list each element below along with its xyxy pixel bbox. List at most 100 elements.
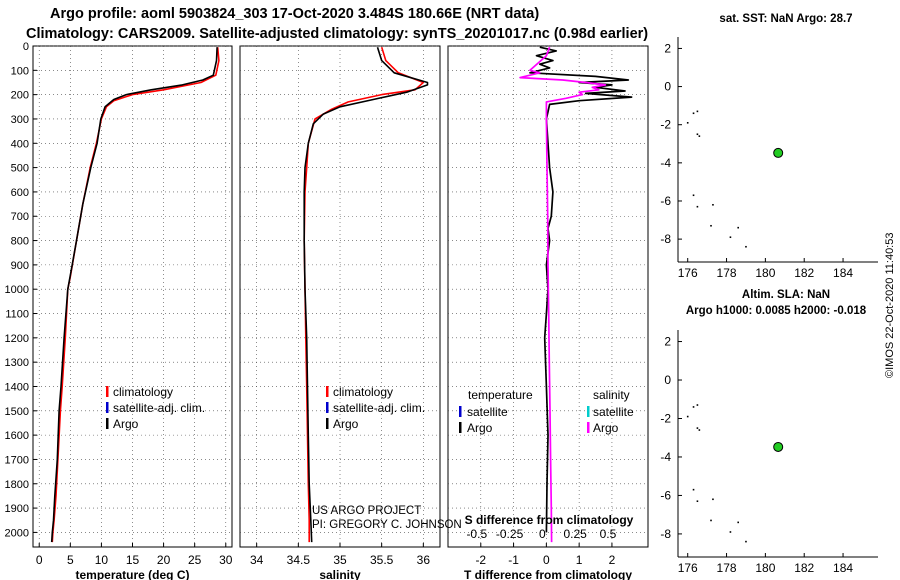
difference-s-tick-label: 0.5	[600, 527, 617, 541]
map-sla-xtick-label: 176	[678, 561, 698, 575]
salinity-xlabel: salinity	[319, 568, 361, 580]
map-sla-xtick-label: 178	[717, 561, 737, 575]
temperature-xtick-label: 10	[95, 553, 109, 567]
map-sst-xtick-label: 184	[833, 266, 853, 280]
salinity-argo-line	[303, 46, 429, 543]
map-sst-history-dot	[710, 224, 712, 227]
map-sst-ytick-label: 0	[664, 80, 671, 94]
depth-tick-label: 600	[11, 187, 29, 199]
map-sst-ytick-label: 2	[664, 41, 671, 55]
difference-legend-s-label: Argo	[593, 421, 619, 435]
map-sst-history-dot	[696, 110, 699, 113]
map-sst-history-dot	[745, 245, 747, 248]
salinity-legend-label: satellite-adj. clim.	[333, 401, 425, 415]
map-sst-history-dot	[696, 133, 699, 136]
temperature-xtick-label: 15	[126, 553, 140, 567]
map-sla-history-dot	[698, 429, 701, 431]
salinity-xtick-label: 35	[333, 553, 347, 567]
salinity-xtick-label: 35.5	[370, 553, 394, 567]
difference-legend-temperature-heading: temperature	[468, 388, 533, 402]
difference-legend-s-swatch	[587, 406, 590, 417]
map-sst-history-dot	[712, 203, 714, 206]
difference-legend-t-label: satellite	[467, 405, 508, 419]
credit-timestamp: ©IMOS 22-Oct-2020 11:40:53	[884, 232, 896, 378]
difference-legend-s-label: satellite	[593, 405, 634, 419]
salinity-xtick-label: 36	[417, 553, 431, 567]
salinity-legend-swatch	[326, 386, 329, 397]
depth-tick-label: 1000	[5, 284, 29, 296]
map-sla-xtick-label: 184	[833, 561, 853, 575]
salinity-climatology-line	[303, 46, 425, 543]
temperature-xtick-label: 30	[219, 553, 233, 567]
map-sst-history-dot	[698, 135, 701, 137]
map-sla-ytick-label: -4	[660, 450, 671, 464]
difference-s-tick-label: -0.5	[466, 527, 487, 541]
depth-tick-label: 2000	[5, 527, 29, 539]
temperature-xlabel: temperature (deg C)	[75, 568, 189, 580]
difference-xtick-label: 1	[576, 553, 583, 567]
depth-tick-label: 1800	[5, 479, 29, 491]
map-sst-ytick-label: -2	[660, 118, 671, 132]
depth-tick-label: 0	[23, 41, 29, 53]
temperature-legend-swatch	[106, 386, 109, 397]
depth-tick-label: 1500	[5, 406, 29, 418]
depth-tick-label: 200	[11, 90, 29, 102]
difference-s-tick-label: 0.25	[563, 527, 587, 541]
temperature-argo-line	[50, 47, 218, 543]
depth-tick-label: 1700	[5, 454, 29, 466]
temperature-legend-label: climatology	[113, 385, 173, 399]
difference-legend-salinity-heading: salinity	[593, 388, 630, 402]
difference-xlabel: T difference from climatology	[464, 568, 632, 580]
temperature-xtick-label: 25	[188, 553, 202, 567]
map-sst-float-marker	[773, 147, 784, 158]
map-sst-xtick-label: 178	[717, 266, 737, 280]
map-sla-history-dot	[737, 521, 739, 524]
difference-xtick-label: 0	[543, 553, 550, 567]
map-sla-history-dot	[686, 415, 689, 418]
map-sla-subtitle: Argo h1000: 0.0085 h2000: -0.018	[686, 305, 867, 317]
map-sst-ytick-label: -4	[660, 156, 671, 170]
depth-tick-label: 1200	[5, 333, 29, 345]
depth-tick-label: 1100	[5, 309, 29, 321]
depth-tick-label: 1300	[5, 357, 29, 369]
map-sst-ytick-label: -6	[660, 194, 671, 208]
difference-s-axis-label: S difference from climatology	[465, 513, 634, 527]
salinity-difference-line	[519, 46, 607, 543]
depth-tick-label: 400	[11, 138, 29, 150]
temperature-legend-swatch	[106, 418, 109, 429]
depth-tick-label: 1600	[5, 430, 29, 442]
map-sst-xtick-label: 182	[794, 266, 814, 280]
depth-tick-label: 500	[11, 163, 29, 175]
depth-tick-label: 100	[11, 65, 29, 77]
map-sst-history-dot	[696, 205, 699, 208]
depth-tick-label: 700	[11, 211, 29, 223]
temperature-legend-label: satellite-adj. clim.	[113, 401, 205, 415]
figure-title-line2: Climatology: CARS2009. Satellite-adjuste…	[26, 26, 649, 42]
difference-xtick-label: -2	[475, 553, 486, 567]
depth-tick-label: 800	[11, 236, 29, 248]
difference-xtick-label: 2	[609, 553, 616, 567]
map-sst-ytick-label: -8	[660, 232, 671, 246]
map-sla-float-marker	[773, 441, 784, 452]
map-sla-ytick-label: -8	[660, 527, 671, 541]
map-sst-history-dot	[729, 236, 732, 239]
map-sla-xtick-label: 182	[794, 561, 814, 575]
salinity-legend-label: Argo	[333, 417, 359, 431]
temperature-xtick-label: 5	[67, 553, 74, 567]
figure-title-line1: Argo profile: aoml 5903824_303 17-Oct-20…	[50, 6, 540, 22]
difference-legend-s-swatch	[587, 422, 590, 433]
depth-tick-label: 900	[11, 260, 29, 272]
difference-s-tick-label: -0.25	[496, 527, 524, 541]
map-sla-ytick-label: -6	[660, 488, 671, 502]
temperature-difference-line	[529, 46, 633, 533]
map-sla-history-dot	[729, 531, 732, 533]
map-sla-history-dot	[710, 519, 712, 522]
temperature-legend-label: Argo	[113, 417, 139, 431]
map-sla-xtick-label: 180	[755, 561, 775, 575]
difference-legend-t-swatch	[459, 422, 462, 433]
map-sla-ytick-label: 0	[664, 373, 671, 387]
salinity-xtick-label: 34	[250, 553, 264, 567]
temperature-legend-swatch	[106, 402, 109, 413]
pi-credit-label: PI: GREGORY C. JOHNSON	[312, 519, 462, 531]
